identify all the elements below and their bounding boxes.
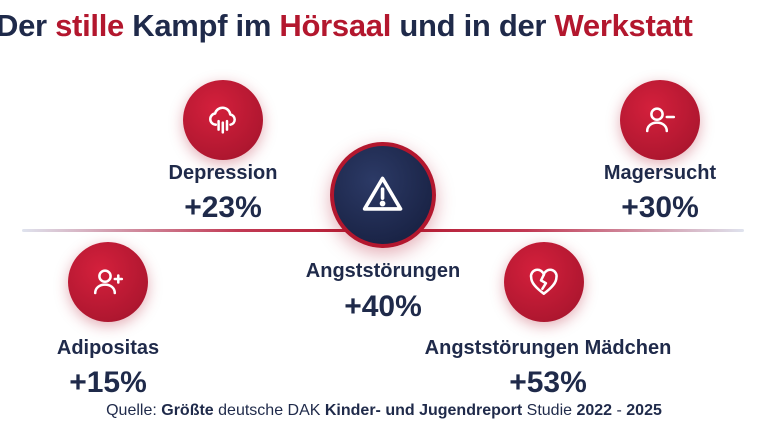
warning-triangle-icon <box>363 177 403 212</box>
adipositas-value: +15% <box>69 366 147 399</box>
source-part-2: deutsche DAK <box>213 402 325 419</box>
title-highlight-1: stille <box>55 8 124 43</box>
source-line: Quelle: Größte deutsche DAK Kinder- und … <box>0 402 768 420</box>
source-part-4: Studie <box>522 402 577 419</box>
angst-maedchen-value: +53% <box>509 366 587 399</box>
title-part-3: und in der <box>391 8 555 43</box>
source-prefix: Quelle: <box>106 402 162 419</box>
source-part-1: Größte <box>161 402 214 419</box>
depression-label: Depression <box>168 162 278 184</box>
page-title: Der stille Kampf im Hörsaal und in der W… <box>0 8 768 44</box>
title-highlight-3: Werkstatt <box>554 8 693 43</box>
adipositas-label: Adipositas <box>56 337 160 359</box>
magersucht-label: Magersucht <box>603 162 717 184</box>
source-part-5: 2022 <box>576 402 613 419</box>
user-minus-icon <box>646 107 676 133</box>
broken-heart-icon <box>530 268 558 296</box>
source-part-3: Kinder- und Jugendreport <box>324 402 523 419</box>
user-plus-icon <box>94 269 124 295</box>
title-part-1: Der <box>0 8 56 43</box>
angst-maedchen-label: Angststörungen Mädchen <box>424 337 672 359</box>
source-part-6: - <box>612 402 627 419</box>
magersucht-value: +30% <box>621 191 699 224</box>
title-highlight-2: Hörsaal <box>279 8 392 43</box>
title-part-2: Kampf im <box>123 8 280 43</box>
angst-maedchen-icon-circle <box>504 242 584 322</box>
depression-icon-circle <box>183 80 263 160</box>
angststoerungen-label: Angststörungen <box>305 260 461 282</box>
cloud-rain-icon <box>209 106 237 134</box>
adipositas-icon-circle <box>68 242 148 322</box>
magersucht-icon-circle <box>620 80 700 160</box>
source-part-7: 2025 <box>626 402 662 419</box>
depression-value: +23% <box>184 191 262 224</box>
angststoerungen-icon-circle <box>330 142 436 248</box>
angststoerungen-value: +40% <box>344 290 422 323</box>
